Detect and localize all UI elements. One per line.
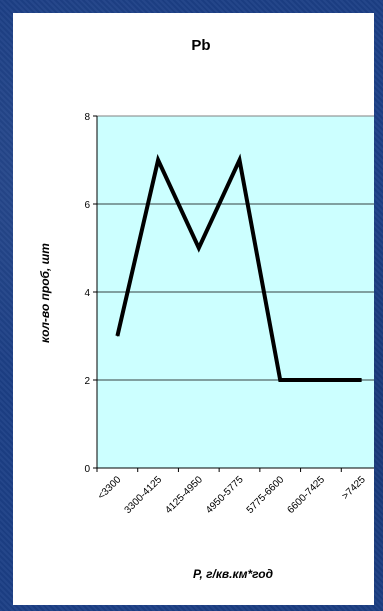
- data-point: [279, 379, 281, 381]
- data-point: [198, 247, 200, 249]
- y-tick-label: 4: [84, 288, 90, 299]
- y-tick-label: 8: [84, 112, 90, 123]
- data-point: [239, 159, 240, 161]
- x-tick-label: 6600-7425: [285, 474, 327, 516]
- x-tick-label: 4950-5775: [204, 474, 246, 516]
- y-tick-label: 2: [84, 376, 90, 387]
- data-point: [116, 335, 118, 337]
- x-tick-label: <3300: [96, 474, 124, 502]
- x-tick-label: 3300-4125: [123, 474, 165, 516]
- x-axis-label: P, г/кв.км*год: [193, 567, 273, 581]
- data-point: [157, 159, 159, 161]
- chart-panel: Pb 0 2 4 6 8 <3300 3300-4125 4125-4950 4950-577…: [13, 13, 374, 605]
- y-tick-label: 6: [84, 200, 90, 211]
- line-chart: Pb 0 2 4 6 8 <3300 3300-4125 4125-4950 4950-577…: [38, 37, 374, 581]
- y-axis: 0 2 4 6 8: [84, 112, 98, 475]
- data-point: [320, 379, 322, 381]
- data-point: [361, 379, 363, 381]
- y-tick-label: 0: [84, 464, 90, 475]
- x-tick-label: 5775-6600: [245, 474, 287, 516]
- chart-title: Pb: [191, 37, 210, 54]
- y-axis-label: кол-во проб, шт: [38, 243, 52, 343]
- series-layer: [115, 153, 363, 382]
- x-axis: <3300 3300-4125 4125-4950 4950-5775 5775-660…: [96, 467, 374, 516]
- x-tick-label: >7425: [340, 474, 368, 502]
- x-tick-label: 4125-4950: [163, 474, 205, 516]
